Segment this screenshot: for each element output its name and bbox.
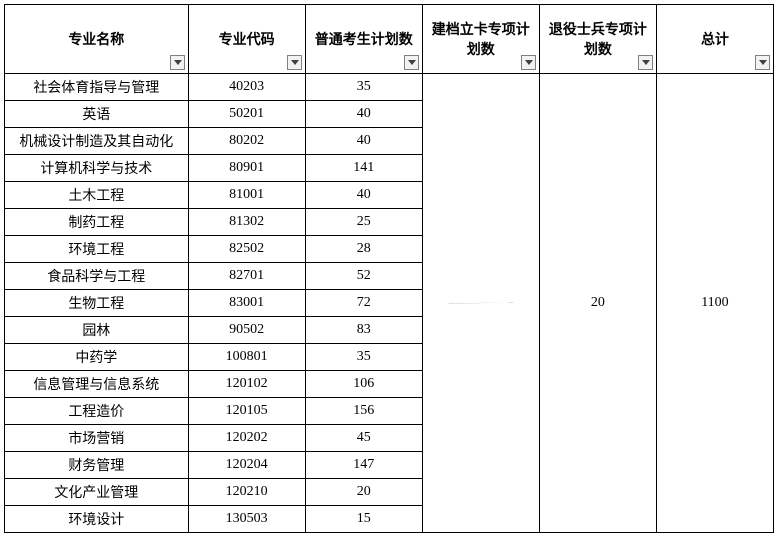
table-body: 社会体育指导与管理4020335201100英语5020140机械设计制造及其自… [5, 74, 774, 533]
cell-plan: 147 [305, 452, 422, 479]
cell-plan: 40 [305, 101, 422, 128]
cell-name: 环境工程 [5, 236, 189, 263]
cell-code: 130503 [188, 506, 305, 533]
cell-total-merged: 1100 [656, 74, 773, 533]
cell-name: 市场营销 [5, 425, 189, 452]
cell-plan: 83 [305, 317, 422, 344]
cell-plan: 15 [305, 506, 422, 533]
col-header-jdlk: 建档立卡专项计划数 [422, 5, 539, 74]
cell-code: 80202 [188, 128, 305, 155]
col-header-label: 退役士兵专项计划数 [549, 23, 647, 58]
cell-veteran-merged: 20 [539, 74, 656, 533]
cell-plan: 25 [305, 209, 422, 236]
cell-code: 120204 [188, 452, 305, 479]
cell-code: 81302 [188, 209, 305, 236]
col-header-name: 专业名称 [5, 5, 189, 74]
cell-jdlk-merged [422, 74, 539, 533]
col-header-veteran: 退役士兵专项计划数 [539, 5, 656, 74]
col-header-plan: 普通考生计划数 [305, 5, 422, 74]
cell-code: 120202 [188, 425, 305, 452]
cell-name: 机械设计制造及其自动化 [5, 128, 189, 155]
col-header-label: 专业代码 [219, 33, 275, 48]
cell-code: 100801 [188, 344, 305, 371]
col-header-label: 总计 [701, 33, 729, 48]
col-header-label: 普通考生计划数 [315, 33, 413, 48]
cell-code: 120210 [188, 479, 305, 506]
filter-icon[interactable] [521, 55, 536, 70]
plan-table: 专业名称 专业代码 普通考生计划数 建档立卡专项计划数 退役士兵专项计划数 总计 [4, 4, 774, 533]
cell-name: 信息管理与信息系统 [5, 371, 189, 398]
cell-name: 英语 [5, 101, 189, 128]
filter-icon[interactable] [170, 55, 185, 70]
cell-code: 82701 [188, 263, 305, 290]
cell-code: 80901 [188, 155, 305, 182]
cell-name: 文化产业管理 [5, 479, 189, 506]
filter-icon[interactable] [638, 55, 653, 70]
cell-code: 90502 [188, 317, 305, 344]
cell-code: 120102 [188, 371, 305, 398]
cell-code: 83001 [188, 290, 305, 317]
filter-icon[interactable] [404, 55, 419, 70]
cell-name: 财务管理 [5, 452, 189, 479]
cell-plan: 141 [305, 155, 422, 182]
cell-name: 园林 [5, 317, 189, 344]
cell-code: 82502 [188, 236, 305, 263]
table-row: 社会体育指导与管理4020335201100 [5, 74, 774, 101]
cell-name: 制药工程 [5, 209, 189, 236]
cell-plan: 35 [305, 74, 422, 101]
cell-name: 土木工程 [5, 182, 189, 209]
cell-code: 81001 [188, 182, 305, 209]
col-header-label: 建档立卡专项计划数 [432, 23, 530, 58]
cell-plan: 45 [305, 425, 422, 452]
cell-name: 生物工程 [5, 290, 189, 317]
cell-name: 社会体育指导与管理 [5, 74, 189, 101]
cell-plan: 52 [305, 263, 422, 290]
filter-icon[interactable] [755, 55, 770, 70]
col-header-code: 专业代码 [188, 5, 305, 74]
cell-plan: 28 [305, 236, 422, 263]
cell-name: 环境设计 [5, 506, 189, 533]
cell-name: 食品科学与工程 [5, 263, 189, 290]
cell-code: 50201 [188, 101, 305, 128]
col-header-label: 专业名称 [68, 33, 124, 48]
cell-plan: 40 [305, 128, 422, 155]
header-row: 专业名称 专业代码 普通考生计划数 建档立卡专项计划数 退役士兵专项计划数 总计 [5, 5, 774, 74]
cell-name: 中药学 [5, 344, 189, 371]
cell-plan: 156 [305, 398, 422, 425]
cell-plan: 20 [305, 479, 422, 506]
cell-plan: 40 [305, 182, 422, 209]
cell-code: 120105 [188, 398, 305, 425]
cell-name: 工程造价 [5, 398, 189, 425]
cell-plan: 106 [305, 371, 422, 398]
col-header-total: 总计 [656, 5, 773, 74]
cell-name: 计算机科学与技术 [5, 155, 189, 182]
cell-plan: 35 [305, 344, 422, 371]
cell-code: 40203 [188, 74, 305, 101]
cell-plan: 72 [305, 290, 422, 317]
filter-icon[interactable] [287, 55, 302, 70]
